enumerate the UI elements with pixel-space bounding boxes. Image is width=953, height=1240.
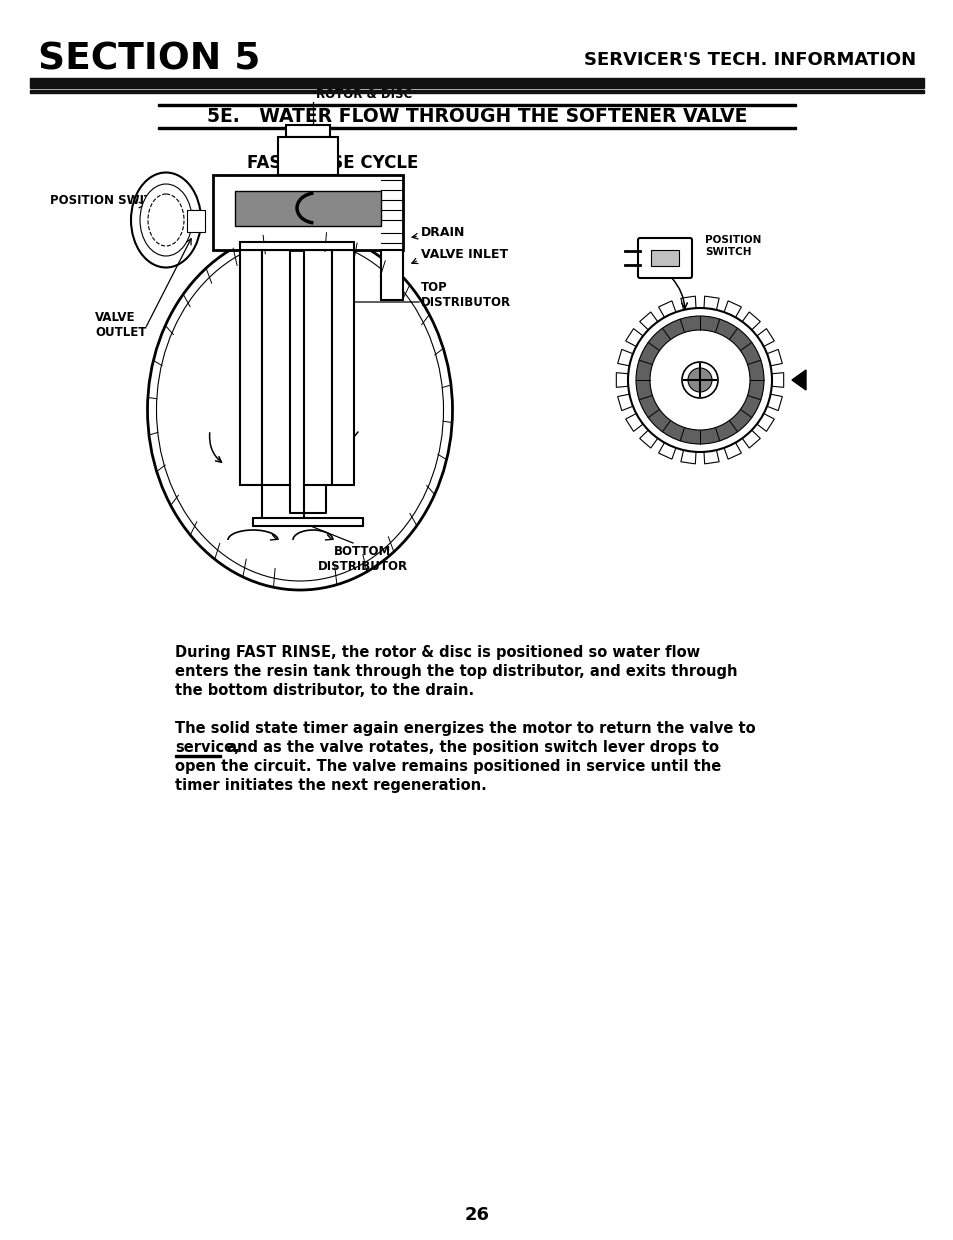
Text: VALVE
OUTLET: VALVE OUTLET	[95, 311, 146, 339]
Polygon shape	[617, 394, 632, 410]
Text: During FAST RINSE, the rotor & disc is positioned so water flow: During FAST RINSE, the rotor & disc is p…	[174, 645, 700, 660]
Polygon shape	[617, 350, 632, 366]
Bar	[174, 755, 221, 756]
Polygon shape	[741, 430, 760, 448]
Bar	[286, 125, 330, 136]
Polygon shape	[771, 373, 782, 387]
Polygon shape	[703, 450, 719, 464]
Text: enters the resin tank through the top distributor, and exits through: enters the resin tank through the top di…	[174, 663, 737, 680]
Polygon shape	[658, 301, 676, 317]
Text: BOTTOM
DISTRIBUTOR: BOTTOM DISTRIBUTOR	[317, 546, 408, 573]
Bar	[240, 250, 262, 485]
Bar	[187, 210, 205, 232]
Text: and as the valve rotates, the position switch lever drops to: and as the valve rotates, the position s…	[222, 740, 719, 755]
Polygon shape	[766, 394, 781, 410]
Bar	[234, 191, 380, 226]
Bar	[240, 242, 354, 250]
Bar	[650, 250, 679, 267]
Polygon shape	[723, 443, 740, 459]
Circle shape	[649, 330, 749, 430]
Circle shape	[687, 368, 711, 392]
Polygon shape	[680, 450, 696, 464]
Bar	[253, 518, 363, 526]
Text: timer initiates the next regeneration.: timer initiates the next regeneration.	[174, 777, 486, 794]
Polygon shape	[639, 430, 657, 448]
Circle shape	[627, 308, 771, 453]
Text: FAST RINSE CYCLE: FAST RINSE CYCLE	[247, 154, 418, 172]
Bar	[304, 250, 332, 485]
Polygon shape	[616, 373, 628, 387]
Bar	[30, 91, 923, 93]
Text: SERVICER'S TECH. INFORMATION: SERVICER'S TECH. INFORMATION	[583, 51, 915, 69]
Text: 26: 26	[464, 1207, 489, 1224]
Bar	[158, 104, 795, 105]
Text: The solid state timer again energizes the motor to return the valve to: The solid state timer again energizes th…	[174, 720, 755, 737]
Circle shape	[681, 362, 718, 398]
Bar	[277, 136, 337, 175]
Polygon shape	[680, 296, 696, 310]
Circle shape	[636, 316, 763, 444]
Text: VALVE INLET: VALVE INLET	[420, 248, 508, 262]
FancyBboxPatch shape	[638, 238, 691, 278]
Polygon shape	[756, 413, 774, 432]
Ellipse shape	[131, 172, 201, 268]
Bar	[380, 250, 402, 300]
Polygon shape	[658, 443, 676, 459]
Text: the bottom distributor, to the drain.: the bottom distributor, to the drain.	[174, 683, 474, 698]
Ellipse shape	[140, 184, 192, 255]
Text: 5E.   WATER FLOW THROUGH THE SOFTENER VALVE: 5E. WATER FLOW THROUGH THE SOFTENER VALV…	[207, 107, 746, 125]
Polygon shape	[639, 312, 657, 330]
Text: ROTOR & DISC: ROTOR & DISC	[315, 88, 412, 102]
Text: POSITION
SWITCH: POSITION SWITCH	[704, 234, 760, 257]
Polygon shape	[766, 350, 781, 366]
Bar	[158, 126, 795, 129]
Text: TOP
DISTRIBUTOR: TOP DISTRIBUTOR	[420, 281, 511, 309]
Polygon shape	[625, 329, 642, 346]
Text: service,: service,	[174, 740, 239, 755]
Bar	[30, 78, 923, 88]
Text: POSITION SWITCH: POSITION SWITCH	[50, 193, 171, 207]
Polygon shape	[625, 413, 642, 432]
Bar	[262, 250, 290, 485]
Text: SECTION 5: SECTION 5	[38, 42, 260, 78]
Polygon shape	[791, 370, 805, 391]
Bar	[332, 250, 354, 485]
Polygon shape	[756, 329, 774, 346]
Polygon shape	[741, 312, 760, 330]
Polygon shape	[723, 301, 740, 317]
Bar	[213, 175, 402, 250]
Text: open the circuit. The valve remains positioned in service until the: open the circuit. The valve remains posi…	[174, 759, 720, 774]
Polygon shape	[703, 296, 719, 310]
Text: DRAIN: DRAIN	[420, 226, 465, 238]
